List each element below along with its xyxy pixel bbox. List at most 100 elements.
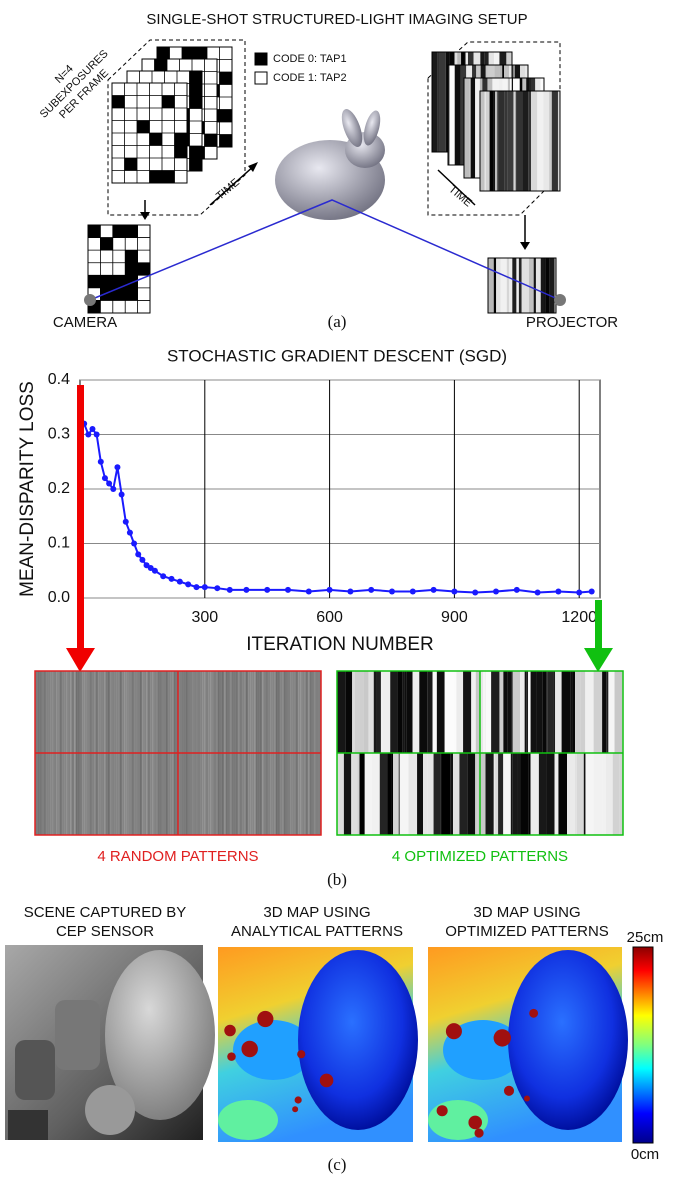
pattern-stripe [419,671,427,753]
x-tick-label: 900 [441,609,468,626]
pattern-stripe [475,753,478,835]
code-cell [190,96,203,109]
pattern-stripe [423,753,428,835]
stripe [449,65,454,165]
loss-point [127,530,133,536]
random-label: 4 RANDOM PATTERNS [97,848,258,865]
pattern-stripe [546,671,547,753]
code-cell [220,135,233,148]
stripe [536,258,541,313]
pattern-stripe [486,753,494,835]
code-cell [190,146,203,159]
map-title: ANALYTICAL PATTERNS [231,923,403,940]
loss-point [139,557,145,563]
pattern-stripe [483,671,484,753]
stripe [516,91,517,191]
stripe [550,258,555,313]
depth-hole [292,1106,298,1112]
code-cell [150,171,163,184]
legend-text: CODE 1: TAP2 [273,72,347,84]
stripe [517,91,523,191]
depth-head [508,950,628,1130]
depth-hole [257,1011,273,1027]
stripe [488,258,494,313]
caption: (c) [328,1155,347,1174]
pattern-stripe [543,671,546,753]
pattern-stripe [445,671,454,753]
stripe [522,91,528,191]
figure-title: SINGLE-SHOT STRUCTURED-LIGHT IMAGING SET… [146,11,527,28]
y-tick-label: 0.2 [48,480,70,497]
code-cell [138,263,150,276]
code-cell [190,84,203,97]
camera-dot [84,294,96,306]
code-cell [182,47,195,60]
stripe [432,52,438,152]
x-tick-label: 1200 [561,609,597,626]
pattern-stripe [406,671,412,753]
stripe [490,91,494,191]
loss-point [535,590,541,596]
pattern-stripe [450,753,453,835]
pattern-stripe [372,753,380,835]
x-axis-label: ITERATION NUMBER [246,634,434,655]
pattern-stripe [575,671,580,753]
time-arrow [210,165,255,205]
stripe [507,258,509,313]
pattern-stripe [585,671,593,753]
pattern-stripe [360,753,365,835]
pattern-stripe [337,753,344,835]
code-cell [195,47,208,60]
pattern-stripe [491,671,499,753]
x-tick-label: 300 [191,609,218,626]
red-arrow [77,385,84,650]
stripe [480,91,485,191]
legend-swatch [255,72,267,84]
depth-hole [224,1025,236,1037]
code-cell [150,133,163,146]
loss-point [89,426,95,432]
loss-point [451,588,457,594]
depth-hole [474,1128,483,1137]
stripe [495,91,497,191]
green-arrow-head [584,648,613,672]
depth-hole [494,1029,511,1046]
pattern-stripe [382,671,390,753]
loss-point [514,587,520,593]
pattern-stripe [399,753,400,835]
stripe [541,258,544,313]
loss-point [131,541,137,547]
y-tick-label: 0.4 [48,371,70,388]
depth-map [428,947,628,1142]
map-title: 3D MAP USING [263,904,370,921]
depth-hole [437,1105,448,1116]
chart-title: STOCHASTIC GRADIENT DESCENT (SGD) [167,346,507,365]
pattern-stripe [580,671,585,753]
pattern-stripe [503,671,507,753]
pattern-stripe [355,671,364,753]
pattern-stripe [391,753,393,835]
depth-head [298,950,418,1130]
colorbar-min: 0cm [631,1146,659,1163]
code-cell [125,225,137,238]
stripe [439,52,446,152]
loss-point [285,587,291,593]
loss-point [243,587,249,593]
optimized-label: 4 OPTIMIZED PATTERNS [392,848,568,865]
legend-text: CODE 0: TAP1 [273,53,347,65]
pattern-stripe [498,753,503,835]
pattern-stripe [346,671,352,753]
pattern-stripe [536,671,543,753]
pattern-stripe [558,753,567,835]
code-cell [175,133,188,146]
pattern-stripe [480,753,486,835]
loss-point [214,585,220,591]
stripe [485,91,486,191]
depth-hole [446,1023,462,1039]
arrow-head [140,212,150,220]
loss-point [576,590,582,596]
pattern-stripe [381,671,382,753]
loss-point [110,486,116,492]
pattern-stripe [575,753,577,835]
